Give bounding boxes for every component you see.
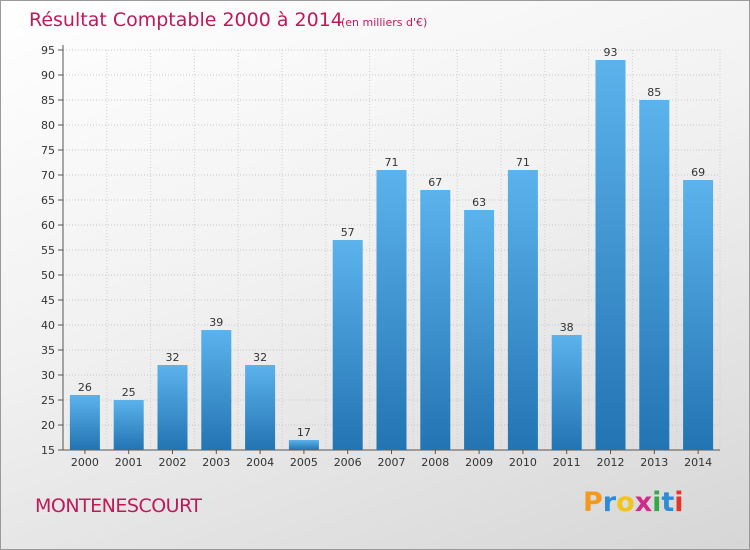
bar-2000 <box>69 395 100 450</box>
logo-letter: t <box>661 487 675 518</box>
bar-2002 <box>157 365 188 450</box>
data-label-2014: 69 <box>691 166 705 179</box>
proxiti-logo: Proxiti <box>583 487 684 518</box>
chart-subtitle: (en milliers d'€) <box>341 16 428 29</box>
y-tick-label: 70 <box>41 169 55 182</box>
y-tick-label: 80 <box>41 119 55 132</box>
data-label-2004: 32 <box>253 351 267 364</box>
bar-2011 <box>551 335 582 450</box>
bar-2006 <box>332 240 363 450</box>
chart-title: Résultat Comptable 2000 à 2014 <box>29 9 343 31</box>
y-tick-label: 30 <box>41 369 55 382</box>
y-tick-label: 85 <box>41 94 55 107</box>
x-tick-label-2013: 2013 <box>640 456 668 469</box>
grid-lines <box>62 49 721 451</box>
bar-2013 <box>639 100 670 450</box>
y-tick-label: 15 <box>41 444 55 457</box>
labels: 15 20 25 30 35 40 45 50 55 60 65 70 75 80 85 90 95 26 2000… <box>41 44 712 469</box>
data-label-2010: 71 <box>516 156 530 169</box>
bar-2012 <box>595 60 626 450</box>
data-label-2011: 38 <box>560 321 574 334</box>
bars <box>69 60 714 450</box>
y-tick-label: 35 <box>41 344 55 357</box>
data-label-2012: 93 <box>604 46 618 59</box>
y-tick-label: 95 <box>41 44 55 57</box>
logo-letter: r <box>602 487 617 518</box>
x-tick-label-2010: 2010 <box>509 456 537 469</box>
x-tick-label-2009: 2009 <box>465 456 493 469</box>
x-tick-label-2000: 2000 <box>71 456 99 469</box>
data-label-2007: 71 <box>385 156 399 169</box>
x-tick-label-2003: 2003 <box>202 456 230 469</box>
bar-2005 <box>288 440 319 450</box>
logo-letter: P <box>583 487 603 518</box>
data-label-2008: 67 <box>428 176 442 189</box>
data-label-2005: 17 <box>297 426 311 439</box>
data-label-2000: 26 <box>78 381 92 394</box>
y-tick-label: 75 <box>41 144 55 157</box>
y-tick-label: 20 <box>41 419 55 432</box>
y-tick-label: 40 <box>41 319 55 332</box>
data-label-2013: 85 <box>647 86 661 99</box>
bar-2008 <box>420 190 451 450</box>
bar-2010 <box>507 170 538 450</box>
y-tick-label: 25 <box>41 394 55 407</box>
y-tick-label: 60 <box>41 219 55 232</box>
data-label-2001: 25 <box>122 386 136 399</box>
data-label-2002: 32 <box>166 351 180 364</box>
data-label-2006: 57 <box>341 226 355 239</box>
bar-2003 <box>201 330 232 450</box>
bar-2014 <box>683 180 714 450</box>
logo-letter: i <box>652 487 662 518</box>
x-tick-label-2007: 2007 <box>378 456 406 469</box>
x-tick-label-2002: 2002 <box>159 456 187 469</box>
x-tick-label-2005: 2005 <box>290 456 318 469</box>
bar-2007 <box>376 170 407 450</box>
bar-2004 <box>245 365 276 450</box>
bar-2009 <box>464 210 495 450</box>
x-tick-label-2004: 2004 <box>246 456 274 469</box>
x-tick-label-2006: 2006 <box>334 456 362 469</box>
x-tick-label-2008: 2008 <box>421 456 449 469</box>
logo-letter: x <box>634 487 653 518</box>
y-tick-label: 65 <box>41 194 55 207</box>
x-tick-label-2011: 2011 <box>553 456 581 469</box>
x-tick-label-2012: 2012 <box>597 456 625 469</box>
logo-letter: o <box>616 487 635 518</box>
logo-letter: i <box>674 487 684 518</box>
data-label-2009: 63 <box>472 196 486 209</box>
y-tick-label: 55 <box>41 244 55 257</box>
x-tick-label-2001: 2001 <box>115 456 143 469</box>
y-tick-label: 50 <box>41 269 55 282</box>
data-label-2003: 39 <box>209 316 223 329</box>
y-tick-label: 90 <box>41 69 55 82</box>
place-name: MONTENESCOURT <box>35 495 202 517</box>
x-tick-label-2014: 2014 <box>684 456 712 469</box>
y-tick-label: 45 <box>41 294 55 307</box>
bar-2001 <box>113 400 144 450</box>
